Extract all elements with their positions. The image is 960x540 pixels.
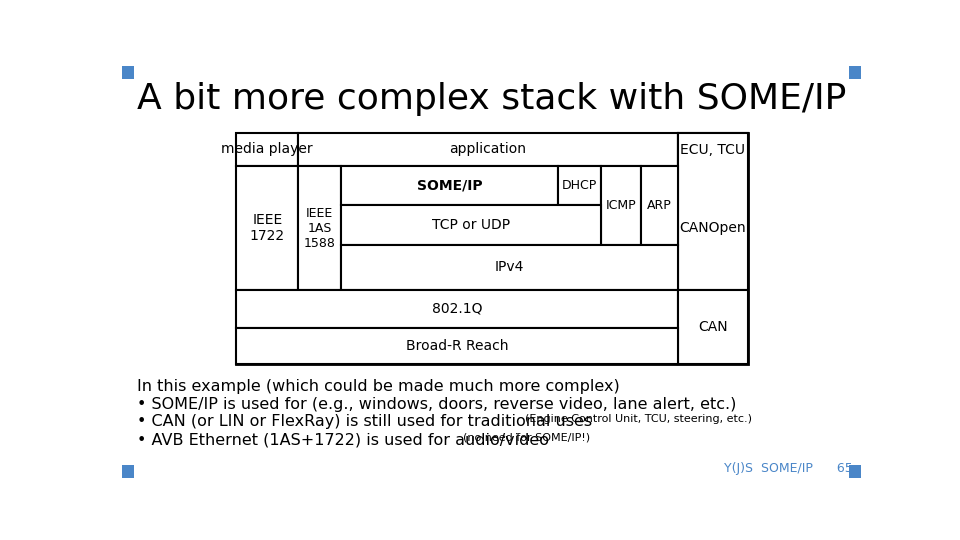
- FancyBboxPatch shape: [558, 166, 601, 205]
- Text: • CAN (or LIN or FlexRay) is still used for traditional uses: • CAN (or LIN or FlexRay) is still used …: [137, 414, 592, 429]
- FancyBboxPatch shape: [678, 132, 748, 289]
- FancyBboxPatch shape: [236, 166, 299, 289]
- FancyBboxPatch shape: [341, 166, 558, 205]
- Text: Y(J)S  SOME/IP      65: Y(J)S SOME/IP 65: [725, 462, 853, 475]
- Text: SOME/IP: SOME/IP: [417, 179, 482, 193]
- Text: IEEE
1AS
1588: IEEE 1AS 1588: [303, 206, 335, 249]
- FancyBboxPatch shape: [341, 205, 601, 245]
- FancyBboxPatch shape: [601, 166, 641, 245]
- FancyBboxPatch shape: [299, 166, 341, 289]
- Text: CAN: CAN: [698, 320, 728, 334]
- FancyBboxPatch shape: [236, 132, 748, 363]
- Text: DHCP: DHCP: [562, 179, 597, 192]
- Text: In this example (which could be made much more complex): In this example (which could be made muc…: [137, 379, 620, 394]
- Text: TCP or UDP: TCP or UDP: [432, 218, 510, 232]
- FancyBboxPatch shape: [641, 166, 678, 245]
- FancyBboxPatch shape: [122, 465, 134, 477]
- FancyBboxPatch shape: [236, 289, 678, 328]
- FancyBboxPatch shape: [678, 289, 748, 363]
- Text: (no need for SOME/IP!): (no need for SOME/IP!): [463, 432, 589, 442]
- Text: ARP: ARP: [647, 199, 672, 212]
- Text: • SOME/IP is used for (e.g., windows, doors, reverse video, lane alert, etc.): • SOME/IP is used for (e.g., windows, do…: [137, 397, 736, 411]
- FancyBboxPatch shape: [341, 245, 678, 289]
- FancyBboxPatch shape: [299, 132, 678, 166]
- FancyBboxPatch shape: [236, 328, 678, 363]
- Text: CANOpen: CANOpen: [680, 221, 746, 235]
- Text: (Engine Control Unit, TCU, steering, etc.): (Engine Control Unit, TCU, steering, etc…: [524, 414, 752, 424]
- Text: media player: media player: [222, 143, 313, 157]
- FancyBboxPatch shape: [849, 66, 861, 79]
- FancyBboxPatch shape: [122, 66, 134, 79]
- Text: ICMP: ICMP: [606, 199, 636, 212]
- FancyBboxPatch shape: [678, 132, 748, 166]
- Text: • AVB Ethernet (1AS+1722) is used for audio/video: • AVB Ethernet (1AS+1722) is used for au…: [137, 432, 549, 447]
- Text: ECU, TCU: ECU, TCU: [681, 143, 745, 157]
- Text: IPv4: IPv4: [494, 260, 524, 274]
- FancyBboxPatch shape: [849, 465, 861, 477]
- Text: A bit more complex stack with SOME/IP: A bit more complex stack with SOME/IP: [137, 83, 847, 117]
- Text: IEEE
1722: IEEE 1722: [250, 213, 285, 243]
- Text: Broad-R Reach: Broad-R Reach: [406, 339, 509, 353]
- Text: 802.1Q: 802.1Q: [432, 302, 482, 316]
- FancyBboxPatch shape: [236, 132, 299, 166]
- Text: application: application: [449, 143, 527, 157]
